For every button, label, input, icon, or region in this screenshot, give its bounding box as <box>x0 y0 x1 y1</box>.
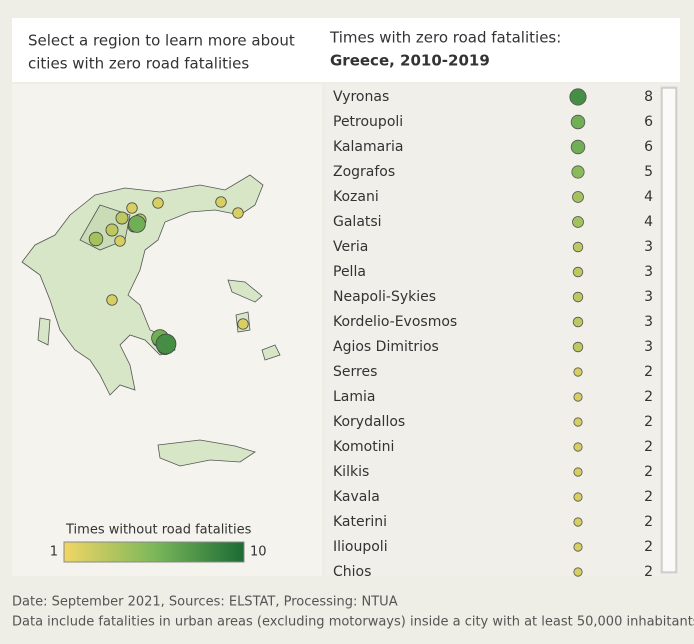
city-name: Veria <box>333 239 368 255</box>
city-name: Galatsi <box>333 214 382 230</box>
legend-title: Times without road fatalities <box>65 523 252 538</box>
value-label: 3 <box>644 314 653 330</box>
value-label: 2 <box>644 514 653 530</box>
map-panel <box>12 84 322 576</box>
city-name: Korydallos <box>333 414 405 430</box>
map-dot <box>106 294 118 306</box>
header <box>12 18 680 82</box>
city-name: Neapoli-Sykies <box>333 289 436 305</box>
dot <box>572 191 584 203</box>
value-label: 2 <box>644 364 653 380</box>
dot <box>572 341 584 353</box>
city-name: Lamia <box>333 389 376 405</box>
value-label: 2 <box>644 389 653 405</box>
map-dot <box>115 211 129 225</box>
city-name: Zografos <box>333 164 395 180</box>
dot <box>573 442 583 452</box>
map-dot <box>88 231 104 247</box>
city-name: Serres <box>333 364 377 380</box>
island <box>37 317 51 346</box>
city-name: Katerini <box>333 514 387 530</box>
value-label: 4 <box>644 189 653 205</box>
dot <box>573 517 583 527</box>
dot <box>572 241 584 253</box>
dot <box>571 165 585 179</box>
dot <box>572 266 584 278</box>
city-name: Komotini <box>333 439 394 455</box>
dot <box>573 392 583 402</box>
legend-bar <box>63 541 245 563</box>
value-label: 3 <box>644 239 653 255</box>
value-label: 2 <box>644 539 653 555</box>
value-label: 3 <box>644 339 653 355</box>
list-subtitle: Greece, 2010-2019 <box>330 52 490 70</box>
island <box>261 344 281 361</box>
value-label: 2 <box>644 464 653 480</box>
scroll-thumb[interactable] <box>661 87 677 573</box>
city-name: Petroupoli <box>333 114 403 130</box>
list-panel <box>326 84 680 576</box>
value-label: 2 <box>644 489 653 505</box>
value-label: 2 <box>644 414 653 430</box>
value-label: 2 <box>644 439 653 455</box>
map-dot <box>114 235 126 247</box>
city-name: Agios Dimitrios <box>333 339 439 355</box>
footer-note: Data include fatalities in urban areas (… <box>12 615 694 630</box>
map-dot <box>105 223 119 237</box>
city-name: Ilioupoli <box>333 539 388 555</box>
dot <box>572 316 584 328</box>
crete <box>157 439 256 467</box>
value-label: 4 <box>644 214 653 230</box>
list-title: Times with zero road fatalities: <box>329 29 561 47</box>
dot <box>572 216 584 228</box>
dot <box>570 139 586 155</box>
island <box>227 279 263 303</box>
map-dot <box>215 196 227 208</box>
footer-source: Date: September 2021, Sources: ELSTAT, P… <box>12 595 398 610</box>
dot <box>570 114 586 130</box>
dot <box>573 567 583 577</box>
map-dot <box>152 197 164 209</box>
dot <box>573 417 583 427</box>
dot <box>569 88 587 106</box>
value-label: 3 <box>644 289 653 305</box>
dot <box>572 291 584 303</box>
map-dot <box>126 202 138 214</box>
city-name: Vyronas <box>333 89 389 105</box>
value-label: 5 <box>644 164 653 180</box>
dot <box>573 492 583 502</box>
city-name: Kordelio-Evosmos <box>333 314 457 330</box>
value-label: 3 <box>644 264 653 280</box>
value-label: 2 <box>644 564 653 580</box>
city-name: Chios <box>333 564 371 580</box>
city-name: Pella <box>333 264 366 280</box>
city-name: Kavala <box>333 489 380 505</box>
map-dot <box>232 207 244 219</box>
map-title: Select a region to learn more about <box>28 32 295 50</box>
map-title: cities with zero road fatalities <box>28 55 249 73</box>
city-name: Kozani <box>333 189 379 205</box>
city-name: Kilkis <box>333 464 369 480</box>
legend-max: 10 <box>250 545 267 560</box>
dot <box>573 542 583 552</box>
map-dot <box>128 215 146 233</box>
map-dot <box>155 333 177 355</box>
legend-min: 1 <box>50 545 58 560</box>
dot <box>573 467 583 477</box>
city-name: Kalamaria <box>333 139 403 155</box>
value-label: 6 <box>644 114 653 130</box>
value-label: 8 <box>644 89 653 105</box>
map-dot <box>237 318 249 330</box>
dot <box>573 367 583 377</box>
value-label: 6 <box>644 139 653 155</box>
